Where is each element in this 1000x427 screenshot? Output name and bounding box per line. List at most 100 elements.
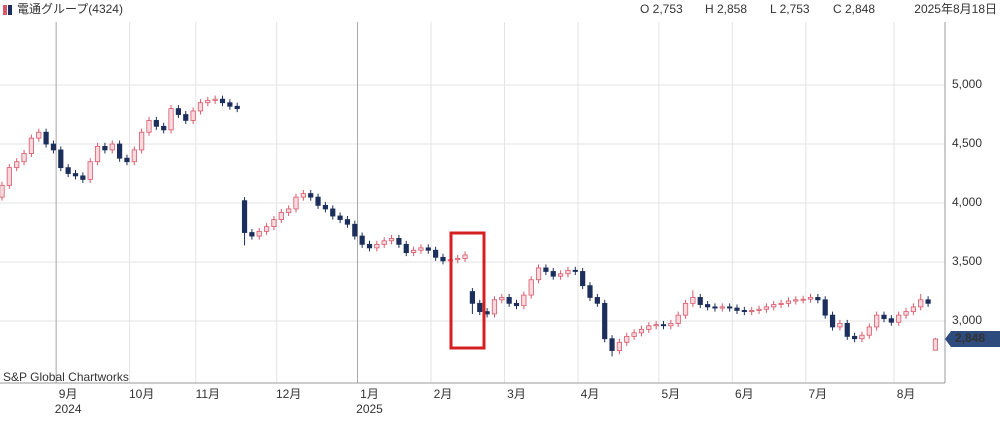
- candle-body: [543, 267, 549, 272]
- candle-body: [477, 302, 483, 313]
- candle-body: [43, 131, 49, 145]
- candle-body: [131, 149, 137, 163]
- candle-body: [491, 299, 498, 315]
- candle-body: [65, 167, 71, 174]
- candle-body: [271, 219, 277, 228]
- candle-body: [330, 208, 336, 217]
- candle-body: [888, 318, 894, 323]
- candle-body: [749, 310, 755, 313]
- candle-body: [28, 137, 35, 154]
- legend-icon: [8, 5, 12, 15]
- candle-body: [300, 193, 306, 198]
- candle-body: [58, 149, 64, 169]
- candle-body: [308, 193, 314, 198]
- candle-body: [462, 254, 468, 259]
- candle-body: [896, 314, 902, 323]
- candle-body: [205, 99, 211, 104]
- candle-body: [153, 120, 159, 127]
- candle-body: [249, 232, 255, 237]
- candle-body: [418, 247, 424, 251]
- candle-body: [183, 114, 189, 121]
- candle-body: [87, 161, 93, 180]
- candle-body: [602, 302, 608, 340]
- x-tick-label: 10月: [129, 387, 154, 401]
- candle-body: [359, 235, 365, 245]
- candle-body: [168, 108, 174, 131]
- x-tick-label: 1月: [360, 387, 379, 401]
- candle-body: [741, 310, 747, 313]
- candles: [0, 95, 939, 357]
- candle-body: [433, 249, 439, 258]
- candle-body: [778, 302, 784, 305]
- x-tick-label: 4月: [581, 387, 600, 401]
- candle-body: [697, 297, 703, 305]
- candle-body: [352, 223, 358, 237]
- candle-body: [440, 256, 446, 262]
- year-label: 2025: [356, 402, 383, 416]
- ohlc-high: H 2,858: [705, 2, 747, 16]
- candle-body: [646, 325, 652, 330]
- candle-body: [594, 297, 600, 304]
- candle-body: [337, 215, 343, 220]
- candle-body: [455, 258, 461, 261]
- candle-body: [506, 297, 512, 304]
- candle-body: [565, 269, 571, 275]
- candle-body: [852, 335, 858, 340]
- candle-body: [102, 145, 108, 151]
- candle-body: [756, 308, 762, 311]
- candle-body: [925, 299, 931, 304]
- candle-body: [807, 297, 814, 300]
- candle-body: [550, 271, 556, 277]
- x-tick-label: 3月: [507, 387, 526, 401]
- source: S&P Global Chartworks: [3, 370, 129, 384]
- candle-body: [212, 98, 218, 101]
- candle-body: [425, 247, 431, 251]
- candle-body: [175, 108, 181, 115]
- candle-body: [315, 196, 321, 206]
- candle-body: [388, 238, 395, 242]
- ohlc-low: L 2,753: [770, 2, 810, 16]
- candle-body: [712, 306, 718, 309]
- candle-body: [866, 326, 872, 336]
- candle-body: [374, 243, 380, 249]
- candle-body: [580, 271, 586, 287]
- candle-body: [72, 173, 79, 177]
- x-tick-label: 9月: [59, 387, 78, 401]
- candle-body: [837, 323, 843, 328]
- candle-body: [256, 230, 262, 237]
- candle-body: [161, 125, 167, 131]
- candle-body: [190, 110, 196, 121]
- candle-body: [521, 294, 527, 307]
- candle-body: [822, 299, 828, 316]
- x-tick-label: 7月: [809, 387, 828, 401]
- candle-body: [234, 105, 240, 110]
- candle-body: [293, 196, 299, 210]
- candle-body: [815, 297, 821, 301]
- date: 2025年8月18日: [914, 2, 997, 16]
- candle-body: [829, 314, 836, 328]
- candle-body: [344, 219, 351, 225]
- candle-body: [484, 311, 490, 315]
- candle-body: [609, 338, 615, 351]
- candle-body: [734, 307, 740, 311]
- candle-body: [785, 300, 792, 304]
- candle-body: [727, 306, 733, 309]
- candle-body: [616, 341, 623, 351]
- candle-body: [80, 175, 86, 180]
- candle-body: [124, 157, 130, 163]
- candle-body: [705, 304, 711, 308]
- candle-body: [763, 306, 770, 310]
- candle-body: [910, 306, 917, 313]
- candle-body: [558, 273, 564, 277]
- year-label: 2024: [55, 402, 82, 416]
- candle-body: [263, 226, 270, 232]
- candle-body: [146, 120, 152, 133]
- candle-body: [918, 299, 924, 308]
- candle-body: [881, 314, 887, 320]
- candle-body: [682, 302, 689, 316]
- x-tick-label: 6月: [735, 387, 754, 401]
- candle-body: [396, 238, 402, 245]
- candle-body: [109, 143, 115, 151]
- candle-body: [139, 131, 145, 151]
